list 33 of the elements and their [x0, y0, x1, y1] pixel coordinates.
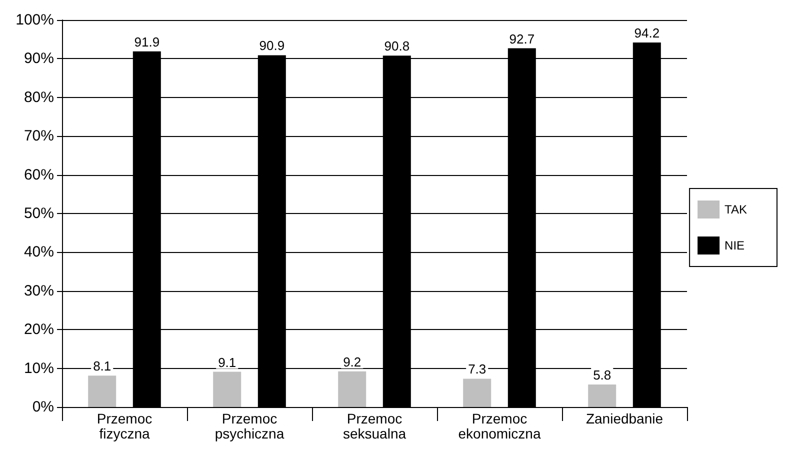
- y-tick-label: 10%: [24, 360, 54, 377]
- data-label: 5.8: [593, 368, 612, 383]
- bar: [588, 384, 616, 407]
- y-tick-label: 30%: [24, 282, 54, 300]
- data-label: 8.1: [93, 358, 112, 374]
- data-label: 91.9: [134, 34, 160, 50]
- bar: [463, 378, 492, 407]
- y-tick-label: 20%: [24, 321, 54, 338]
- x-tick-label: Przemoc psychiczna: [214, 410, 284, 442]
- data-label: 92.7: [509, 31, 535, 46]
- legend-label: TAK: [724, 202, 748, 216]
- y-tick-label: 90%: [24, 50, 54, 68]
- y-tick-label: 100%: [16, 12, 54, 28]
- y-tick-label: 50%: [24, 205, 54, 222]
- bar: [88, 376, 116, 407]
- x-tick-label: Przemoc seksualna: [342, 410, 406, 442]
- data-label: 90.8: [384, 38, 410, 54]
- data-label: 7.3: [468, 362, 486, 377]
- y-tick-label: 60%: [24, 166, 54, 184]
- y-tick-label: 70%: [24, 128, 54, 145]
- y-tick-label: 80%: [24, 88, 54, 106]
- legend-label: NIE: [724, 238, 745, 252]
- data-label: 94.2: [634, 25, 660, 40]
- x-tick-label: Przemoc ekonomiczna: [458, 410, 541, 442]
- bar: [213, 372, 242, 407]
- bar: [338, 371, 366, 407]
- data-label: 9.1: [218, 354, 236, 370]
- x-tick-label: Przemoc fizyczna: [96, 410, 152, 442]
- y-tick-label: 40%: [24, 244, 54, 261]
- y-tick-label: 0%: [32, 398, 54, 416]
- data-label: 90.9: [259, 38, 285, 54]
- x-tick-label: Zaniedbanie: [586, 410, 664, 426]
- data-label: 9.2: [343, 354, 362, 370]
